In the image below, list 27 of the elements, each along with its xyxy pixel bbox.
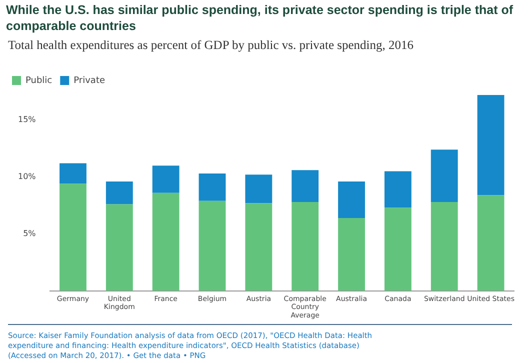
bar (198, 200, 226, 291)
bar (384, 208, 412, 291)
bar (106, 182, 133, 204)
bar (384, 171, 412, 208)
legend-label: Public (26, 76, 52, 86)
y-tick-label: 10% (18, 172, 36, 182)
bar (245, 203, 272, 291)
bar (198, 174, 226, 201)
chart-title: While the U.S. has similar public spending, its private sector spending is triple that of comparable countries (6, 2, 514, 34)
bar (152, 166, 180, 193)
y-tick-label: 15% (18, 115, 36, 124)
legend-label: Private (74, 76, 106, 86)
bar (430, 202, 458, 291)
bar (245, 174, 272, 204)
bar (338, 182, 365, 218)
bar (292, 170, 319, 202)
bar (60, 184, 86, 291)
bar (106, 204, 133, 291)
bar (292, 202, 319, 291)
bar (60, 163, 86, 184)
bar (430, 150, 458, 202)
chart-subtitle: Total health expenditures as percent of GDP by public vs. private spending, 2016 (8, 38, 414, 53)
bar (477, 195, 504, 291)
bar (152, 192, 180, 291)
bar (338, 218, 365, 291)
bar (477, 95, 504, 196)
y-tick-label: 5% (23, 228, 36, 238)
